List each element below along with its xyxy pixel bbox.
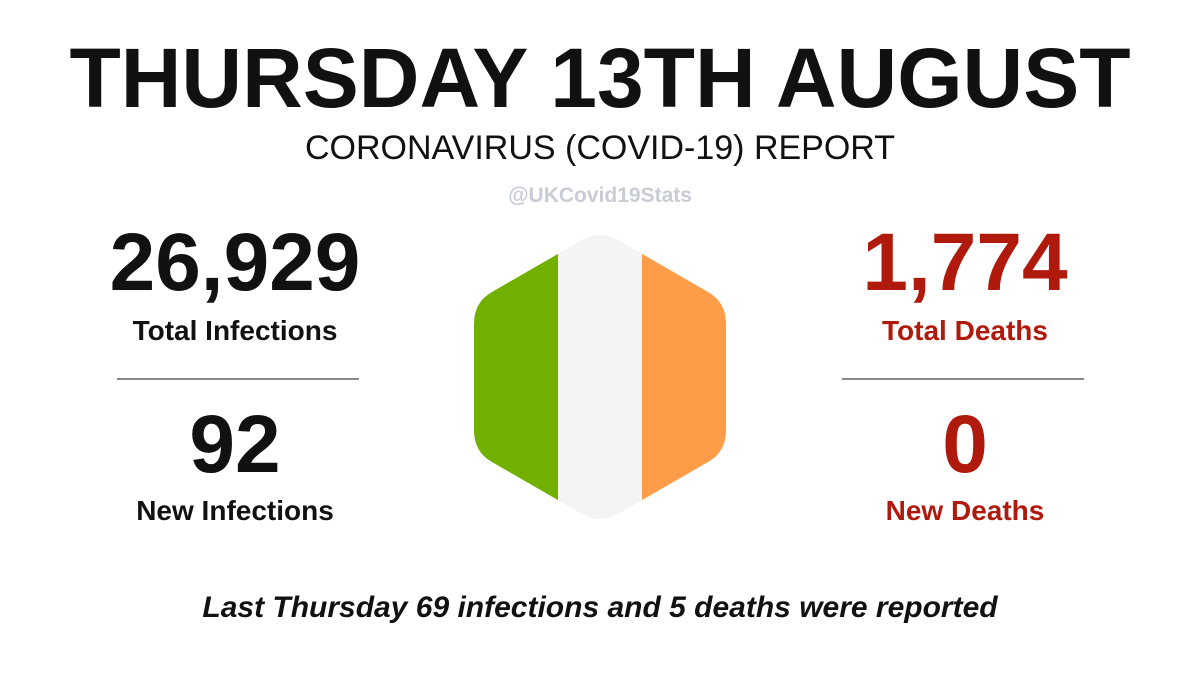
report-subtitle: CORONAVIRUS (COVID-19) REPORT bbox=[304, 129, 896, 167]
total-infections-value: 26,929 bbox=[109, 217, 361, 308]
left-divider bbox=[117, 378, 359, 380]
new-deaths-value: 0 bbox=[942, 399, 988, 490]
right-divider bbox=[842, 378, 1084, 380]
total-deaths-value: 1,774 bbox=[862, 217, 1068, 308]
total-infections-label: Total Infections bbox=[132, 315, 338, 346]
new-infections-label: New Infections bbox=[136, 495, 334, 526]
ireland-flag-hexagon-icon bbox=[470, 232, 730, 522]
total-deaths-label: Total Deaths bbox=[882, 315, 1048, 346]
comparison-note: Last Thursday 69 infections and 5 deaths… bbox=[202, 591, 998, 624]
account-handle: @UKCovid19Stats bbox=[508, 184, 692, 207]
new-infections-value: 92 bbox=[189, 399, 281, 490]
new-deaths-label: New Deaths bbox=[885, 495, 1045, 526]
page-title: THURSDAY 13TH AUGUST bbox=[69, 31, 1131, 125]
